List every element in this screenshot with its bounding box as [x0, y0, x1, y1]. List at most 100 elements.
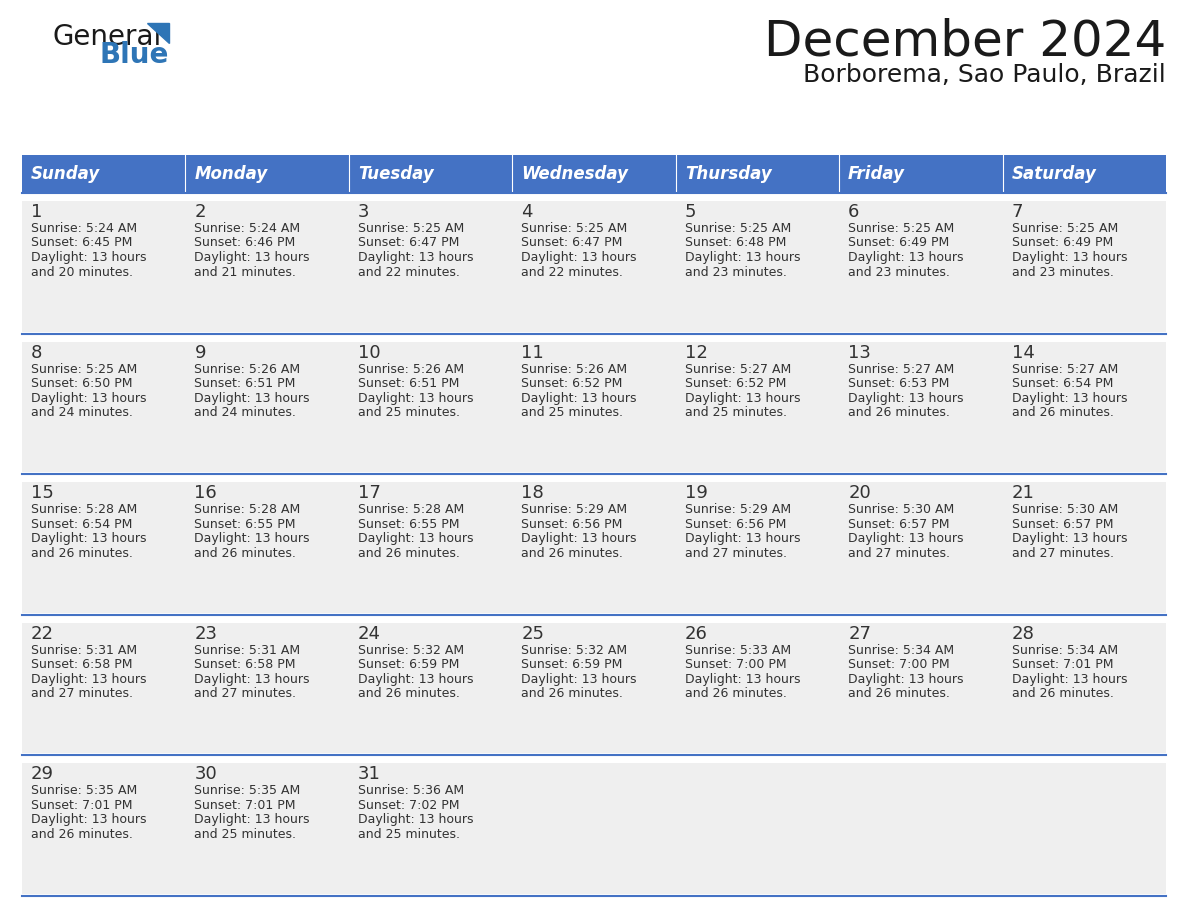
Text: Sunset: 6:57 PM: Sunset: 6:57 PM — [848, 518, 949, 531]
Text: Sunset: 7:01 PM: Sunset: 7:01 PM — [1011, 658, 1113, 671]
Bar — [512, 482, 676, 613]
Text: Sunrise: 5:25 AM: Sunrise: 5:25 AM — [31, 363, 138, 375]
Text: Sunset: 7:01 PM: Sunset: 7:01 PM — [31, 799, 133, 812]
Bar — [23, 155, 185, 193]
Text: and 27 minutes.: and 27 minutes. — [195, 688, 297, 700]
Text: Daylight: 13 hours: Daylight: 13 hours — [358, 673, 473, 686]
Text: Daylight: 13 hours: Daylight: 13 hours — [1011, 532, 1127, 545]
Bar — [1003, 482, 1165, 613]
Text: Sunset: 6:47 PM: Sunset: 6:47 PM — [522, 237, 623, 250]
Text: Daylight: 13 hours: Daylight: 13 hours — [1011, 251, 1127, 264]
Text: Daylight: 13 hours: Daylight: 13 hours — [1011, 673, 1127, 686]
Text: and 27 minutes.: and 27 minutes. — [31, 688, 133, 700]
Text: Sunrise: 5:25 AM: Sunrise: 5:25 AM — [522, 222, 627, 235]
Bar — [185, 482, 349, 613]
Text: Sunrise: 5:31 AM: Sunrise: 5:31 AM — [31, 644, 137, 656]
Bar — [676, 482, 839, 613]
Bar — [676, 764, 839, 894]
Text: and 26 minutes.: and 26 minutes. — [358, 547, 460, 560]
Text: Sunrise: 5:36 AM: Sunrise: 5:36 AM — [358, 784, 465, 798]
Text: 22: 22 — [31, 625, 53, 643]
Text: and 26 minutes.: and 26 minutes. — [522, 688, 624, 700]
Text: and 26 minutes.: and 26 minutes. — [358, 688, 460, 700]
Text: Sunset: 6:48 PM: Sunset: 6:48 PM — [684, 237, 786, 250]
Bar — [676, 341, 839, 472]
Text: Sunrise: 5:27 AM: Sunrise: 5:27 AM — [848, 363, 954, 375]
Text: Sunrise: 5:32 AM: Sunrise: 5:32 AM — [522, 644, 627, 656]
Text: Sunrise: 5:28 AM: Sunrise: 5:28 AM — [31, 503, 138, 516]
Bar — [185, 201, 349, 331]
Text: Sunrise: 5:34 AM: Sunrise: 5:34 AM — [848, 644, 954, 656]
Bar — [1003, 155, 1165, 193]
Text: Daylight: 13 hours: Daylight: 13 hours — [31, 251, 146, 264]
Text: Sunrise: 5:26 AM: Sunrise: 5:26 AM — [358, 363, 465, 375]
Bar — [23, 201, 185, 331]
Bar — [349, 201, 512, 331]
Bar — [512, 201, 676, 331]
Text: Daylight: 13 hours: Daylight: 13 hours — [195, 392, 310, 405]
Text: Blue: Blue — [100, 41, 169, 69]
Text: Daylight: 13 hours: Daylight: 13 hours — [848, 673, 963, 686]
Text: Daylight: 13 hours: Daylight: 13 hours — [195, 673, 310, 686]
Text: 21: 21 — [1011, 484, 1035, 502]
Text: and 25 minutes.: and 25 minutes. — [358, 406, 460, 420]
Text: 19: 19 — [684, 484, 708, 502]
Text: Sunset: 6:52 PM: Sunset: 6:52 PM — [522, 377, 623, 390]
Text: Sunset: 6:51 PM: Sunset: 6:51 PM — [358, 377, 460, 390]
Text: and 23 minutes.: and 23 minutes. — [1011, 265, 1113, 278]
Text: 31: 31 — [358, 766, 380, 783]
Text: Daylight: 13 hours: Daylight: 13 hours — [358, 813, 473, 826]
Text: Sunrise: 5:26 AM: Sunrise: 5:26 AM — [195, 363, 301, 375]
Bar — [1003, 622, 1165, 754]
Text: Sunset: 7:01 PM: Sunset: 7:01 PM — [195, 799, 296, 812]
Text: Sunset: 6:58 PM: Sunset: 6:58 PM — [31, 658, 133, 671]
Bar — [512, 622, 676, 754]
Text: and 22 minutes.: and 22 minutes. — [522, 265, 624, 278]
Text: and 27 minutes.: and 27 minutes. — [1011, 547, 1113, 560]
Text: and 24 minutes.: and 24 minutes. — [195, 406, 296, 420]
Bar — [676, 622, 839, 754]
Text: Sunset: 6:56 PM: Sunset: 6:56 PM — [684, 518, 786, 531]
Text: and 26 minutes.: and 26 minutes. — [848, 406, 950, 420]
Text: Sunset: 6:53 PM: Sunset: 6:53 PM — [848, 377, 949, 390]
Text: and 26 minutes.: and 26 minutes. — [31, 547, 133, 560]
Text: Sunrise: 5:31 AM: Sunrise: 5:31 AM — [195, 644, 301, 656]
Bar — [1003, 764, 1165, 894]
Text: Sunrise: 5:34 AM: Sunrise: 5:34 AM — [1011, 644, 1118, 656]
Text: 8: 8 — [31, 343, 43, 362]
Text: Tuesday: Tuesday — [358, 165, 434, 183]
Text: Sunset: 6:51 PM: Sunset: 6:51 PM — [195, 377, 296, 390]
Bar — [185, 155, 349, 193]
Text: Sunrise: 5:29 AM: Sunrise: 5:29 AM — [684, 503, 791, 516]
Text: Sunset: 6:47 PM: Sunset: 6:47 PM — [358, 237, 460, 250]
Text: Sunset: 6:54 PM: Sunset: 6:54 PM — [31, 518, 132, 531]
Bar — [349, 155, 512, 193]
Bar — [185, 764, 349, 894]
Text: Sunset: 6:59 PM: Sunset: 6:59 PM — [522, 658, 623, 671]
Text: Daylight: 13 hours: Daylight: 13 hours — [31, 673, 146, 686]
Bar — [349, 482, 512, 613]
Text: Daylight: 13 hours: Daylight: 13 hours — [684, 251, 801, 264]
Text: and 24 minutes.: and 24 minutes. — [31, 406, 133, 420]
Bar — [23, 764, 185, 894]
Bar — [349, 764, 512, 894]
Text: 15: 15 — [31, 484, 53, 502]
Text: Sunrise: 5:25 AM: Sunrise: 5:25 AM — [1011, 222, 1118, 235]
Text: Daylight: 13 hours: Daylight: 13 hours — [1011, 392, 1127, 405]
Text: 17: 17 — [358, 484, 380, 502]
Bar — [839, 764, 1003, 894]
Text: and 26 minutes.: and 26 minutes. — [1011, 406, 1113, 420]
Bar — [839, 341, 1003, 472]
Text: Daylight: 13 hours: Daylight: 13 hours — [684, 673, 801, 686]
Text: 14: 14 — [1011, 343, 1035, 362]
Text: Sunrise: 5:24 AM: Sunrise: 5:24 AM — [195, 222, 301, 235]
Text: Sunday: Sunday — [31, 165, 100, 183]
Text: Daylight: 13 hours: Daylight: 13 hours — [522, 392, 637, 405]
Text: Sunrise: 5:26 AM: Sunrise: 5:26 AM — [522, 363, 627, 375]
Text: Daylight: 13 hours: Daylight: 13 hours — [522, 532, 637, 545]
Text: and 22 minutes.: and 22 minutes. — [358, 265, 460, 278]
Text: Daylight: 13 hours: Daylight: 13 hours — [358, 251, 473, 264]
Text: 7: 7 — [1011, 203, 1023, 221]
Bar — [23, 622, 185, 754]
Text: 30: 30 — [195, 766, 217, 783]
